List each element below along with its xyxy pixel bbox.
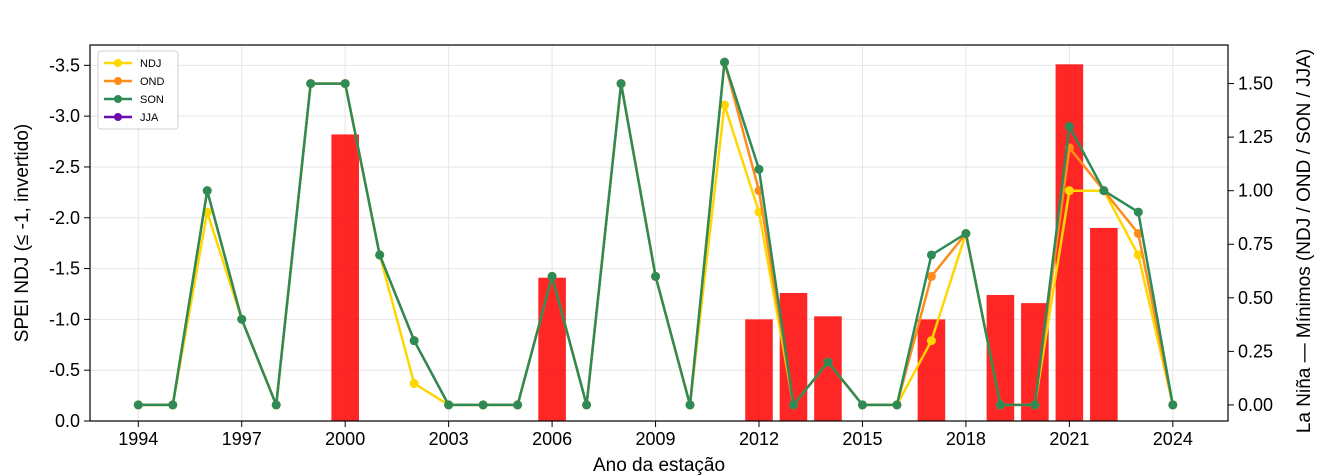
y-right-tick-label: 1.50 [1238,74,1273,94]
legend-label: OND [140,76,165,88]
series-point [1064,186,1074,196]
y-axis-right-label: La Niña — Mínimos (NDJ / OND / SON / JJA… [1294,49,1315,433]
series-point [1168,400,1178,410]
y-axis-right: 0.00 0.25 0.50 0.75 1.00 1.25 1.50 [1228,74,1273,415]
legend-box [97,50,179,130]
series-point [926,250,936,260]
series-point [995,400,1005,410]
legend-swatch-marker [114,95,122,103]
series-point [1064,121,1074,131]
series-point [409,379,419,389]
legend-swatch-marker [114,113,122,121]
series-point [720,100,730,110]
spei-bar [1055,64,1084,421]
y-right-tick-label: 0.25 [1238,341,1273,361]
series-point [271,400,281,410]
series-point [720,57,730,67]
x-tick-label: 1994 [118,429,158,449]
legend-label: JJA [140,112,159,124]
x-tick-label: 1997 [222,429,262,449]
y-right-tick-label: 0.00 [1238,395,1273,415]
x-tick-label: 2006 [532,429,572,449]
y-left-tick-label: -1.0 [49,309,80,329]
series-point [1030,400,1040,410]
series-point [340,79,350,89]
series-point [1133,207,1143,217]
series-point [306,79,316,89]
series-point [857,400,867,410]
spei-bar [745,319,773,421]
legend-item-ndj: NDJ [104,58,161,70]
series-point [582,400,592,410]
y-left-tick-label: -0.5 [49,360,80,380]
y-axis-left: 0.0 -0.5 -1.0 -1.5 -2.0 -2.5 -3.0 -3.5 [49,55,90,431]
series-point [409,336,419,346]
x-tick-label: 2021 [1049,429,1089,449]
series-point [478,400,488,410]
series-point [202,186,212,196]
y-right-tick-label: 1.00 [1238,181,1273,201]
legend-swatch-marker [114,59,122,67]
series-point [237,314,247,324]
series-point [1133,250,1143,260]
series-point [961,229,971,239]
legend-item-son: SON [104,94,164,106]
bar-series [331,64,1118,421]
x-tick-label: 2012 [739,429,779,449]
spei-bar [331,134,359,421]
y-left-tick-label: -3.0 [49,106,80,126]
series-point [685,400,695,410]
plot-frame [89,44,1229,422]
y-right-tick-label: 1.25 [1238,127,1273,147]
y-axis-left-label: SPEI NDJ (≤ -1, invertido) [12,124,33,342]
spei-bar [1090,227,1118,421]
series-point [444,400,454,410]
series-point [754,164,764,174]
series-point [168,400,178,410]
x-axis-label: Ano da estação [593,455,725,476]
legend-swatch-marker [114,77,122,85]
series-point [892,400,902,410]
series-point [513,400,523,410]
series-point [823,357,833,367]
x-axis: 1994 1997 2000 2003 2006 2009 2012 2015 2018 2021… [118,421,1193,449]
y-left-tick-label: 0.0 [55,411,80,431]
y-right-tick-label: 0.75 [1238,234,1273,254]
y-left-tick-label: -2.5 [49,157,80,177]
line-series [133,57,1178,410]
x-tick-label: 2000 [325,429,365,449]
series-point [1099,186,1109,196]
series-point [375,250,385,260]
x-tick-label: 2018 [946,429,986,449]
series-point [547,271,557,281]
y-right-tick-label: 0.50 [1238,288,1273,308]
series-point [651,271,661,281]
x-tick-label: 2024 [1153,429,1193,449]
series-son [133,57,1178,410]
legend-label: NDJ [140,58,161,70]
spei-bar [814,316,842,421]
x-tick-label: 2003 [429,429,469,449]
legend-label: SON [140,94,164,106]
y-left-tick-label: -1.5 [49,259,80,279]
legend-item-ond: OND [104,76,165,88]
series-point [926,336,936,346]
spei-bar [538,277,566,421]
y-left-tick-label: -3.5 [49,55,80,75]
series-point [788,400,798,410]
series-point [926,271,936,281]
legend-item-jja: JJA [104,112,159,124]
series-point [133,400,143,410]
x-tick-label: 2009 [636,429,676,449]
spei-bar [917,319,946,421]
series-point [616,79,626,89]
legend: NDJ OND SON JJA [97,50,179,130]
x-tick-label: 2015 [842,429,882,449]
y-left-tick-label: -2.0 [49,208,80,228]
